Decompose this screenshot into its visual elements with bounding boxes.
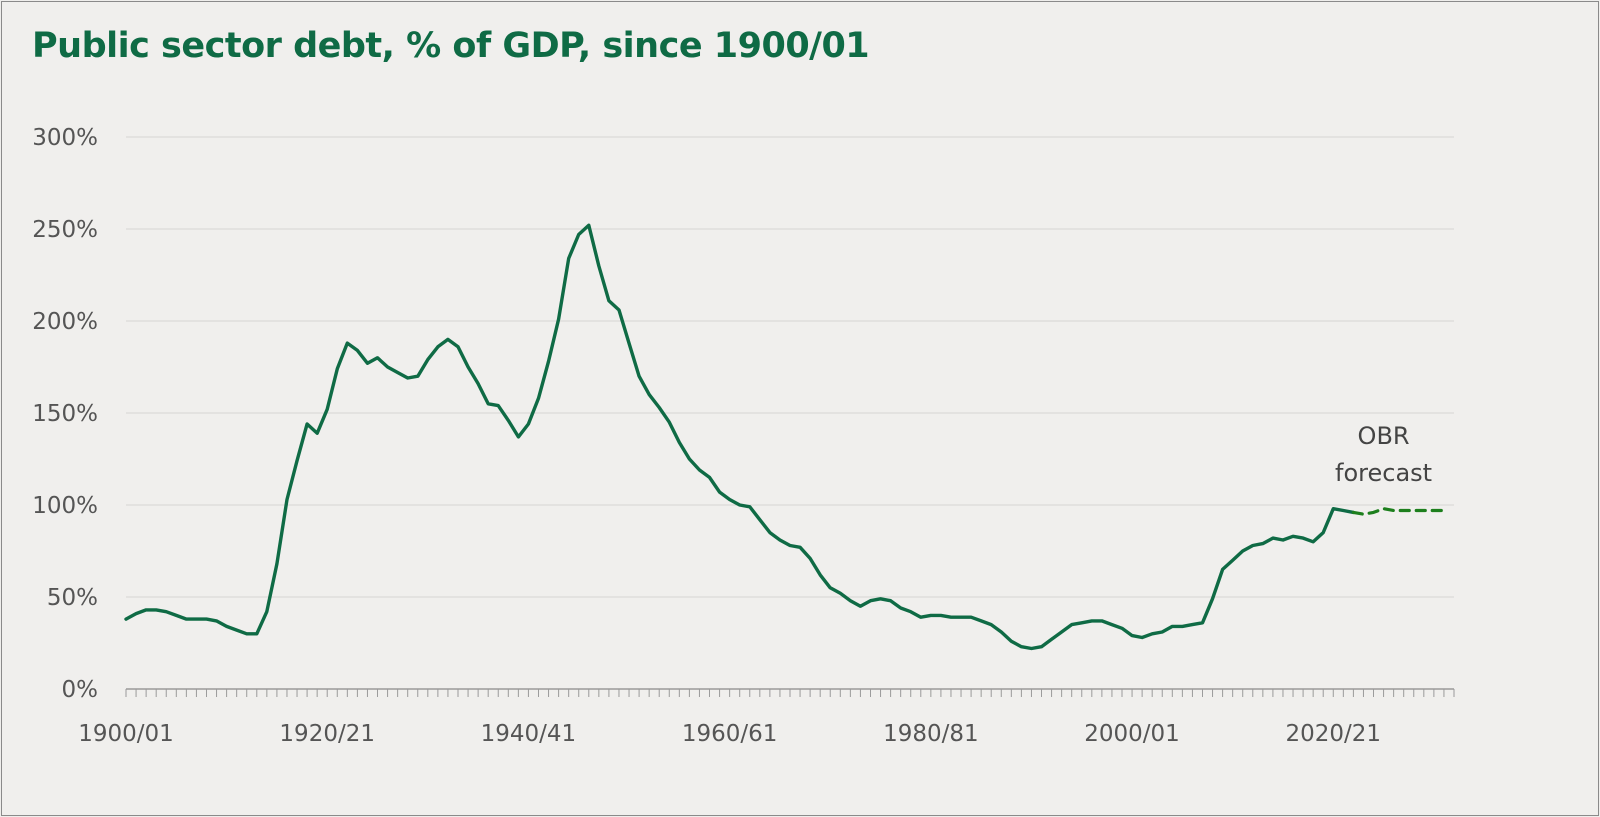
y-tick-label: 300% [32,125,98,151]
debt-series-line [124,223,1356,651]
x-tick-label: 1980/81 [883,721,979,747]
forecast-series-line [1351,507,1446,516]
x-tick-label: 1900/01 [78,721,174,747]
x-tick-label: 2020/21 [1285,721,1381,747]
y-tick-label: 200% [32,309,98,335]
y-tick-label: 50% [47,585,98,611]
y-tick-label: 100% [32,493,98,519]
x-tick-label: 2000/01 [1084,721,1180,747]
x-tick-label: 1920/21 [279,721,375,747]
x-tick-label: 1960/61 [682,721,778,747]
x-tick-label: 1940/41 [481,721,577,747]
y-tick-label: 0% [62,677,99,703]
chart-title: Public sector debt, % of GDP, since 1900… [32,26,870,66]
y-tick-label: 250% [32,217,98,243]
forecast-annotation: OBR [1358,422,1410,450]
y-tick-label: 150% [32,401,98,427]
forecast-annotation: forecast [1335,459,1432,487]
